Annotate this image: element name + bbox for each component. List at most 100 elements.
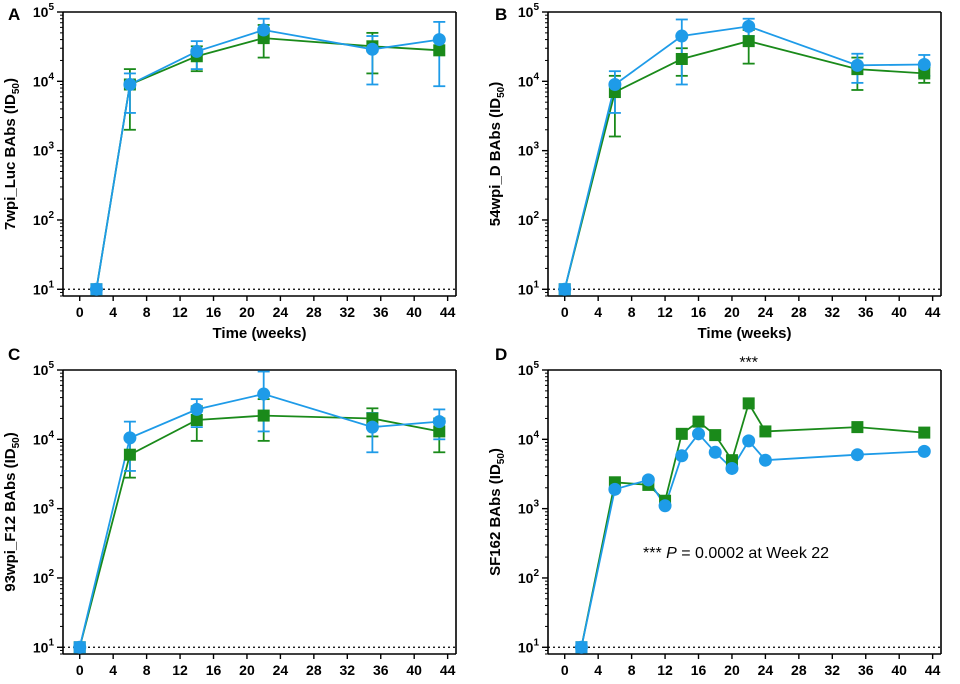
x-tick-label: 20 bbox=[239, 662, 255, 678]
panel-B: B 0 4 8 12 16 20 24 28 32 36 40 44 101 102 103 104 105 Tim… bbox=[487, 2, 942, 342]
x-tick-label: 16 bbox=[206, 662, 222, 678]
series-green bbox=[95, 24, 440, 290]
series-line-green bbox=[78, 414, 440, 648]
panel-label: A bbox=[8, 5, 20, 24]
x-tick-label: 8 bbox=[628, 662, 636, 678]
data-point-circle bbox=[123, 431, 137, 445]
baseline-point-square bbox=[90, 283, 103, 296]
x-axis-title: Time (weeks) bbox=[213, 325, 307, 342]
data-point-square bbox=[257, 409, 270, 422]
significance-stars: *** bbox=[739, 354, 758, 371]
y-axis-title: 7wpi_Luc BAbs (ID50) bbox=[2, 78, 22, 230]
x-tick-label: 24 bbox=[273, 304, 289, 320]
x-tick-label: 28 bbox=[791, 304, 807, 320]
x-tick-label: 0 bbox=[76, 662, 84, 678]
x-tick-label: 40 bbox=[406, 304, 422, 320]
data-point-circle bbox=[365, 420, 379, 434]
series-line-blue bbox=[563, 25, 925, 290]
x-tick-label: 0 bbox=[76, 304, 84, 320]
x-tick-label: 32 bbox=[825, 662, 841, 678]
x-tick-label: 12 bbox=[172, 304, 188, 320]
y-tick-label: 102 bbox=[518, 568, 540, 586]
x-tick-label: 20 bbox=[239, 304, 255, 320]
data-point-square bbox=[675, 427, 688, 440]
data-point-circle bbox=[725, 461, 739, 475]
x-tick-label: 16 bbox=[206, 304, 222, 320]
series-line-blue bbox=[95, 29, 440, 290]
x-tick-label: 36 bbox=[373, 662, 389, 678]
x-tick-label: 36 bbox=[373, 304, 389, 320]
y-tick-label: 101 bbox=[518, 637, 540, 655]
x-tick-label: 0 bbox=[561, 662, 569, 678]
data-point-square bbox=[918, 426, 931, 439]
x-tick-label: 20 bbox=[724, 304, 740, 320]
x-tick-label: 40 bbox=[406, 662, 422, 678]
x-tick-label: 24 bbox=[758, 662, 774, 678]
x-tick-label: 40 bbox=[891, 662, 907, 678]
y-tick-label: 104 bbox=[33, 71, 55, 89]
y-tick-label: 101 bbox=[33, 637, 55, 655]
data-point-circle bbox=[190, 402, 204, 416]
y-tick-label: 101 bbox=[518, 279, 540, 297]
data-point-circle bbox=[365, 42, 379, 56]
data-point-circle bbox=[742, 19, 756, 33]
data-point-circle bbox=[641, 473, 655, 487]
data-point-circle bbox=[675, 449, 689, 463]
x-tick-label: 4 bbox=[594, 304, 602, 320]
x-tick-label: 32 bbox=[340, 304, 356, 320]
x-tick-label: 44 bbox=[925, 304, 941, 320]
data-point-circle bbox=[123, 77, 137, 91]
panel-C: C048121620242832364044101102103104105Tim… bbox=[2, 345, 457, 684]
x-tick-label: 12 bbox=[657, 662, 673, 678]
y-tick-label: 103 bbox=[33, 499, 55, 517]
data-point-square bbox=[742, 397, 755, 410]
panel-label: B bbox=[495, 5, 507, 24]
y-axis-title: 93wpi_F12 BAbs (ID50) bbox=[2, 432, 22, 592]
y-tick-label: 104 bbox=[518, 429, 540, 447]
y-tick-label: 105 bbox=[33, 360, 55, 378]
x-axis-title: Time (weeks) bbox=[698, 325, 792, 342]
x-tick-label: 12 bbox=[172, 662, 188, 678]
panel-D: D048121620242832364044101102103104105Tim… bbox=[487, 345, 942, 684]
data-point-square bbox=[709, 429, 722, 442]
panel-A: A 0 4 8 12 16 20 24 28 32 36 40 44 101 102 103 104 105 Tim… bbox=[2, 2, 457, 342]
y-tick-label: 102 bbox=[33, 568, 55, 586]
data-point-circle bbox=[608, 77, 622, 91]
x-tick-label: 24 bbox=[758, 304, 774, 320]
x-tick-label: 44 bbox=[440, 662, 456, 678]
data-point-circle bbox=[432, 33, 446, 47]
y-tick-label: 102 bbox=[33, 210, 55, 228]
y-tick-label: 105 bbox=[33, 2, 55, 20]
data-point-square bbox=[190, 413, 203, 426]
x-tick-label: 40 bbox=[891, 304, 907, 320]
baseline-point-square bbox=[558, 283, 571, 296]
x-tick-label: 24 bbox=[273, 662, 289, 678]
x-tick-label: 36 bbox=[858, 662, 874, 678]
panel-label: D bbox=[495, 345, 507, 364]
y-tick-label: 105 bbox=[518, 2, 540, 20]
data-point-square bbox=[742, 35, 755, 48]
x-tick-label: 8 bbox=[628, 304, 636, 320]
data-point-circle bbox=[257, 387, 271, 401]
data-point-circle bbox=[257, 23, 271, 37]
p-value-annotation: *** P = 0.0002 at Week 22 bbox=[643, 545, 829, 562]
series-blue bbox=[95, 17, 446, 290]
x-tick-label: 28 bbox=[306, 662, 322, 678]
data-point-circle bbox=[692, 427, 706, 441]
series-blue bbox=[580, 432, 925, 648]
x-tick-label: 28 bbox=[791, 662, 807, 678]
x-tick-label: 4 bbox=[594, 662, 602, 678]
baseline-point-square bbox=[73, 641, 86, 654]
x-tick-label: 44 bbox=[440, 304, 456, 320]
data-point-circle bbox=[432, 415, 446, 429]
data-point-square bbox=[675, 52, 688, 65]
baseline-point-square bbox=[575, 641, 588, 654]
data-point-square bbox=[851, 421, 864, 434]
data-point-square bbox=[433, 44, 446, 57]
x-tick-label: 28 bbox=[306, 304, 322, 320]
data-point-square bbox=[918, 67, 931, 80]
data-point-square bbox=[433, 425, 446, 438]
y-tick-label: 104 bbox=[33, 429, 55, 447]
x-tick-label: 0 bbox=[561, 304, 569, 320]
